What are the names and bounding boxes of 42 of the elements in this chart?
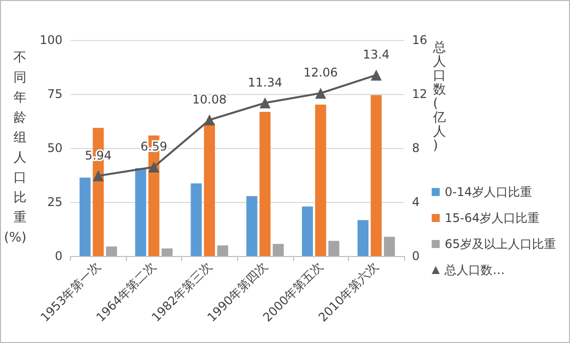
bar	[135, 168, 146, 256]
bar	[204, 123, 215, 256]
y2-tick-label: 16	[412, 33, 428, 47]
y2-tick-label: 8	[412, 141, 420, 155]
y-tick-label: 0	[54, 249, 62, 263]
bar	[106, 246, 117, 256]
bar	[246, 196, 258, 256]
point	[148, 162, 160, 173]
bar	[328, 240, 340, 256]
bar	[384, 236, 395, 256]
point	[92, 170, 104, 182]
y-tick-label: 75	[47, 87, 62, 101]
point	[315, 88, 326, 99]
bar	[302, 206, 313, 256]
bar	[272, 244, 284, 256]
y2-tick-label: 4	[412, 195, 420, 209]
point	[370, 70, 382, 81]
data-label: 12.06	[303, 66, 338, 80]
point	[204, 114, 215, 126]
y-tick-label: 100	[40, 33, 62, 47]
bar	[217, 245, 228, 256]
data-label: 10.08	[192, 92, 227, 106]
text: 不同年龄组人口比重(%)	[4, 50, 26, 246]
bar	[162, 248, 173, 256]
y2-tick-label: 12	[412, 87, 428, 101]
y2-axis-title: 总人口数(亿人)	[432, 40, 446, 154]
legend-label: 65岁及以上人口比重	[444, 237, 556, 251]
bar	[358, 220, 369, 256]
bar	[80, 178, 91, 256]
y2-tick-label: 0	[412, 249, 420, 263]
data-label: 13.4	[362, 48, 390, 62]
y-tick-label: 50	[47, 141, 62, 155]
legend-label: 总人口数…	[444, 263, 505, 277]
data-label: 11.34	[248, 75, 282, 90]
bar	[370, 95, 382, 256]
legend-label: 15-64岁人口比重	[444, 211, 540, 225]
legend-label: 0-14岁人口比重	[444, 185, 532, 199]
bar	[315, 104, 326, 256]
y-tick-label: 25	[47, 195, 62, 209]
bar	[260, 112, 271, 256]
point	[260, 97, 271, 108]
bar	[190, 183, 202, 256]
